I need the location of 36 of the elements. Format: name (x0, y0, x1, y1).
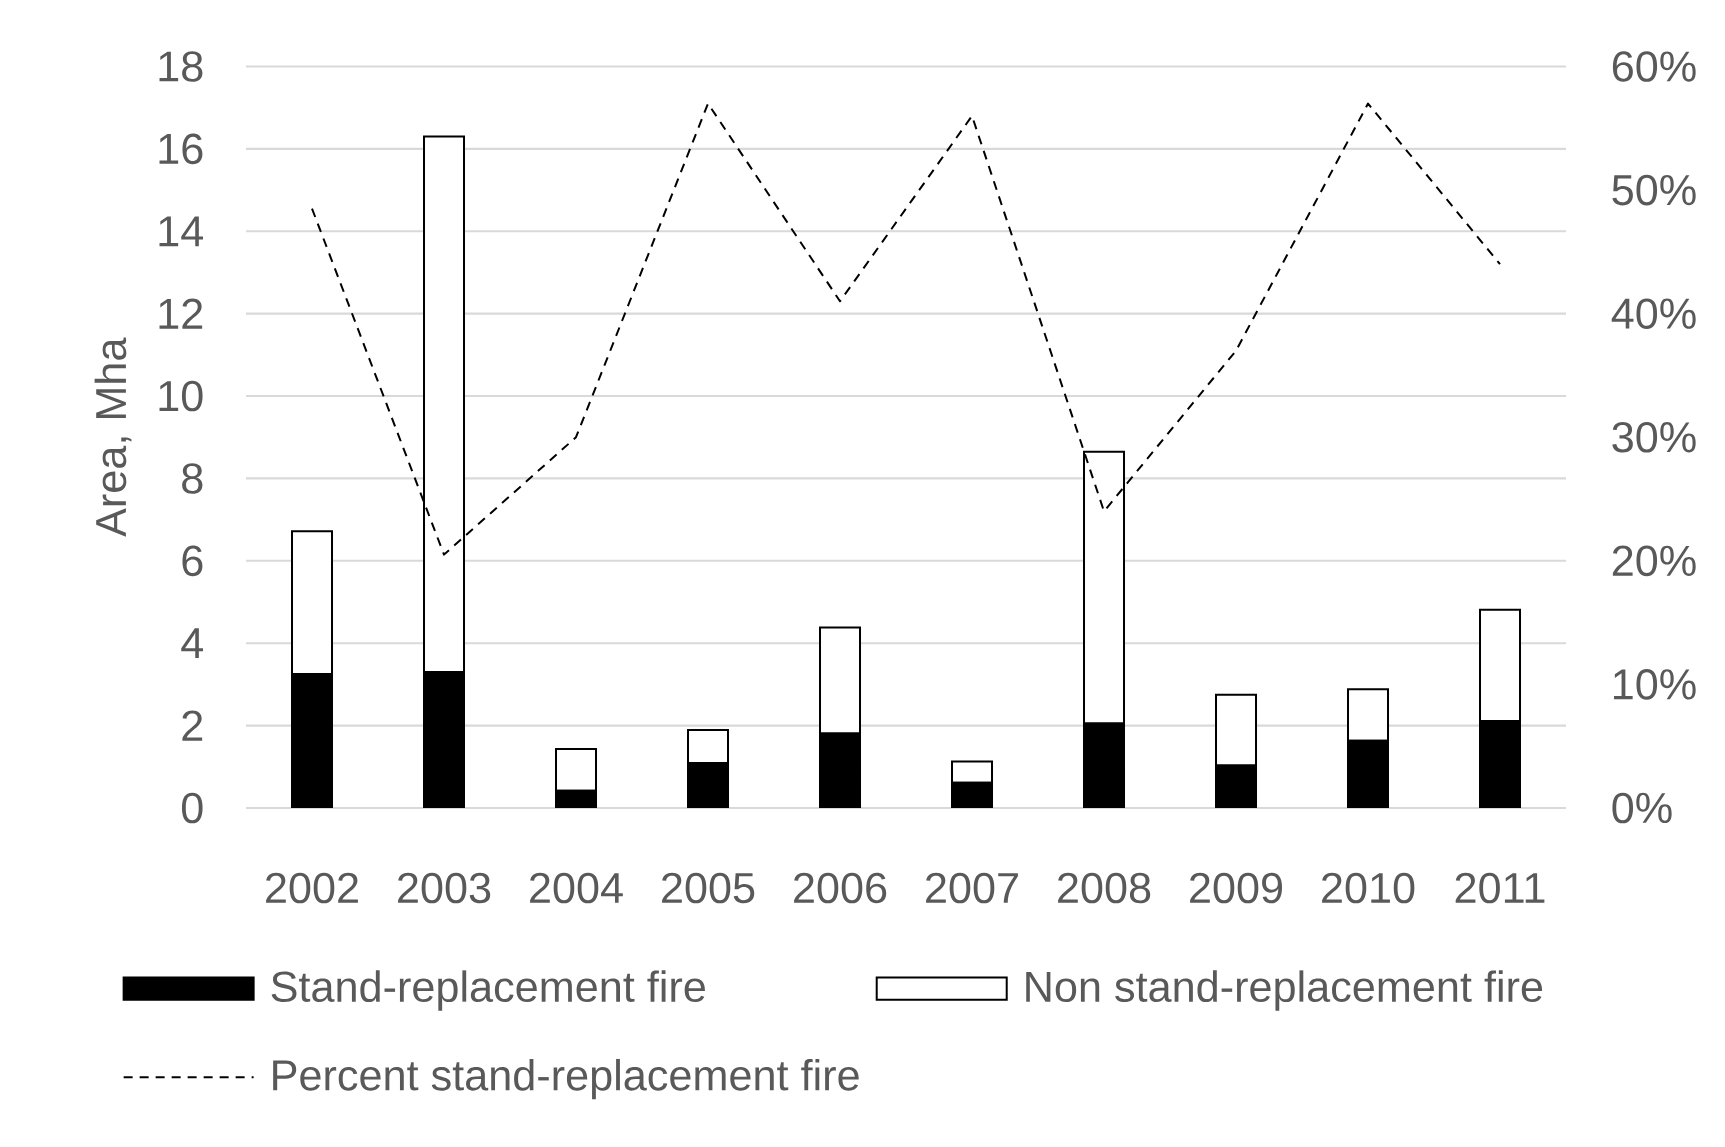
x-tick-label: 2008 (1058, 872, 1151, 904)
bar (951, 760, 994, 784)
x-tick-label: 2011 (1455, 872, 1545, 904)
y-tick-label: 16 (159, 133, 203, 165)
y-tick-label: 12 (159, 298, 203, 329)
legend-label: Non stand-replacement fire (1026, 970, 1543, 1011)
y2-tick-label: 40% (1611, 298, 1696, 329)
x-tick-label: 2002 (266, 872, 358, 904)
y2-tick-label: 60% (1612, 51, 1696, 82)
y2-tick-label: 30% (1612, 421, 1696, 453)
bar (1347, 688, 1390, 742)
legend-label: Percent stand-replacement fire (273, 1058, 859, 1100)
y-tick-label: 0 (181, 792, 203, 824)
legend-label: Stand-replacement fire (271, 970, 705, 1011)
y-tick-label: 14 (159, 216, 204, 247)
y2-tick-label: 0% (1612, 792, 1672, 824)
x-tick-label: 2003 (398, 872, 491, 904)
y-tick-label: 6 (182, 545, 203, 577)
x-tick-label: 2006 (794, 872, 887, 904)
bar (555, 748, 598, 792)
y2-tick-label: 50% (1612, 174, 1696, 206)
y-tick-label: 4 (181, 628, 204, 659)
x-tick-label: 2005 (662, 872, 755, 904)
y-tick-label: 2 (182, 710, 203, 741)
x-tick-label: 2010 (1322, 872, 1415, 904)
x-tick-label: 2009 (1190, 872, 1283, 904)
x-tick-label: 2004 (530, 872, 623, 904)
y-tick-label: 8 (182, 463, 203, 494)
y2-tick-label: 10% (1614, 669, 1696, 700)
y-axis-title: Area, Mha (94, 337, 132, 537)
bar (1215, 693, 1258, 767)
y-tick-label: 18 (159, 51, 203, 82)
y2-tick-label: 20% (1612, 545, 1696, 577)
y-tick-label: 10 (159, 380, 203, 412)
bar (687, 729, 730, 765)
x-tick-label: 2007 (926, 872, 1018, 904)
